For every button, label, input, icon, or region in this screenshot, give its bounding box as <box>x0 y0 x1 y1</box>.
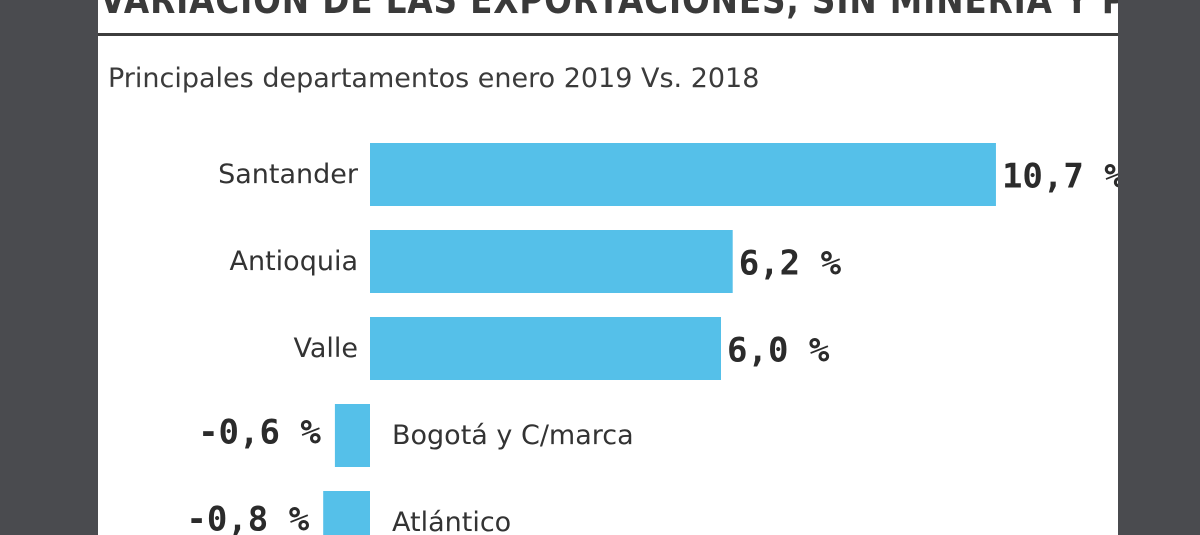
bar-2 <box>370 230 733 293</box>
value-label: -0,6 % <box>198 413 321 453</box>
bar-4 <box>334 404 370 467</box>
bar-3 <box>370 317 721 380</box>
title-divider <box>98 33 1118 36</box>
value-label: 6,2 % <box>739 244 842 284</box>
value-label: 6,0 % <box>727 331 830 371</box>
value-label: -0,8 % <box>186 500 309 535</box>
category-label: Valle <box>293 333 358 364</box>
chart-panel: VARIACIÓN DE LAS EXPORTACIONES, SIN MINE… <box>98 0 1118 535</box>
chart-subtitle: Principales departamentos enero 2019 Vs.… <box>108 63 760 94</box>
value-label: 10,7 % <box>1002 157 1118 197</box>
bar-5 <box>323 491 370 535</box>
category-label: Bogotá y C/marca <box>392 420 634 451</box>
bar-1 <box>370 143 996 206</box>
chart-title: VARIACIÓN DE LAS EXPORTACIONES, SIN MINE… <box>100 0 1118 22</box>
category-label: Santander <box>218 159 359 190</box>
category-label: Atlántico <box>392 507 511 535</box>
bar-chart: Santander 10,7 % Antioquia 6,2 % Valle 6,0 % B… <box>186 143 1118 535</box>
category-label: Antioquia <box>230 246 359 277</box>
